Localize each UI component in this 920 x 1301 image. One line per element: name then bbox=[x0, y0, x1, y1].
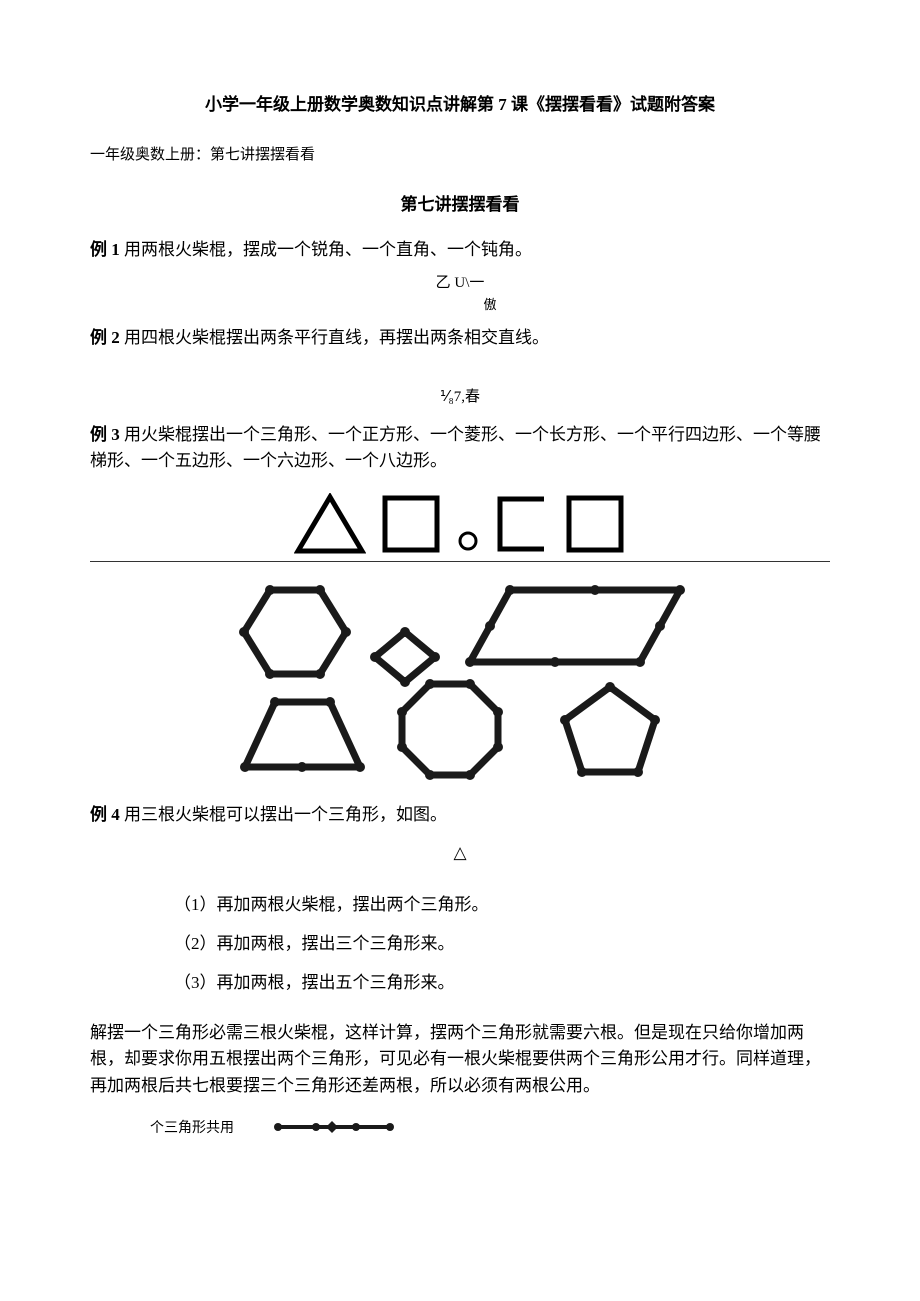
bottom-fragment: 个三角形共用 bbox=[150, 1117, 830, 1137]
sublist-item-2: （2）再加两根，摆出三个三角形来。 bbox=[174, 924, 830, 963]
garbled-1-main: 乙 U\一 bbox=[436, 275, 485, 291]
circle-icon bbox=[456, 493, 480, 555]
sublist-item-3: （3）再加两根，摆出五个三角形来。 bbox=[174, 963, 830, 1002]
bottom-fragment-icon bbox=[274, 1119, 394, 1135]
example-2-label: 例 2 bbox=[90, 328, 120, 347]
example-1-text: 用两根火柴棍，摆成一个锐角、一个直角、一个钝角。 bbox=[120, 240, 532, 259]
example-2-text: 用四根火柴棍摆出两条平行直线，再摆出两条相交直线。 bbox=[120, 328, 549, 347]
subtitle: 一年级奥数上册：第七讲摆摆看看 bbox=[90, 143, 830, 164]
example-3-label: 例 3 bbox=[90, 425, 120, 444]
example-4: 例 4 用三根火柴棍可以摆出一个三角形，如图。 bbox=[90, 800, 830, 825]
bracket-icon bbox=[494, 493, 550, 555]
bottom-fragment-text: 个三角形共用 bbox=[150, 1117, 234, 1137]
section-heading: 第七讲摆摆看看 bbox=[90, 190, 830, 215]
triangle-icon bbox=[294, 493, 366, 555]
garbled-1-sub: 傲 bbox=[150, 296, 830, 314]
horizontal-rule bbox=[90, 561, 830, 562]
example-1: 例 1 用两根火柴棍，摆成一个锐角、一个直角、一个钝角。 bbox=[90, 237, 830, 263]
garbled-text-1: 乙 U\一 傲 bbox=[90, 273, 830, 314]
garbled-text-2: ⅟₈7,春 bbox=[90, 385, 830, 406]
example-4-text: 用三根火柴棍可以摆出一个三角形，如图。 bbox=[120, 805, 447, 824]
example-2: 例 2 用四根火柴棍摆出两条平行直线，再摆出两条相交直线。 bbox=[90, 325, 830, 351]
square-icon bbox=[380, 493, 442, 555]
example-3: 例 3 用火柴棍摆出一个三角形、一个正方形、一个菱形、一个长方形、一个平行四边形… bbox=[90, 422, 830, 475]
example-4-label: 例 4 bbox=[90, 805, 120, 824]
shapes-row bbox=[90, 493, 830, 555]
triangle-symbol: △ bbox=[90, 843, 830, 863]
matchstick-figure bbox=[90, 572, 830, 782]
page-title: 小学一年级上册数学奥数知识点讲解第 7 课《摆摆看看》试题附答案 bbox=[90, 90, 830, 115]
example-1-label: 例 1 bbox=[90, 240, 120, 259]
example-3-text: 用火柴棍摆出一个三角形、一个正方形、一个菱形、一个长方形、一个平行四边形、一个等… bbox=[90, 425, 821, 470]
square2-icon bbox=[564, 493, 626, 555]
explanation: 解摆一个三角形必需三根火柴棍，这样计算，摆两个三角形就需要六根。但是现在只给你增… bbox=[90, 1020, 830, 1099]
sublist: （1）再加两根火柴棍，摆出两个三角形。 （2）再加两根，摆出三个三角形来。 （3… bbox=[174, 885, 830, 1002]
sublist-item-1: （1）再加两根火柴棍，摆出两个三角形。 bbox=[174, 885, 830, 924]
